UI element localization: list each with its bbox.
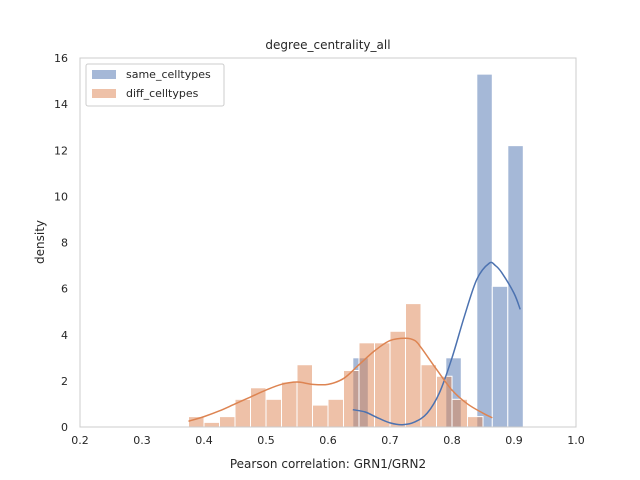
bar-diff-celltypes [296,364,313,428]
legend: same_celltypes diff_celltypes [85,63,225,107]
x-tick-label: 0.7 [381,434,399,447]
bars-layer [188,73,524,428]
bar-diff-celltypes [327,398,344,428]
y-tick-label: 0 [61,421,68,434]
bar-diff-celltypes [312,404,329,428]
bar-diff-celltypes [451,398,468,428]
legend-label-same-celltypes: same_celltypes [126,68,211,81]
y-axis-label: density [33,220,47,264]
kde-line-diff-celltypes [188,337,493,422]
bar-diff-celltypes [219,416,236,428]
x-tick-label: 0.8 [443,434,461,447]
bar-diff-celltypes [374,342,391,428]
y-tick-label: 2 [61,375,68,388]
x-tick-label: 0.5 [257,434,275,447]
x-tick-label: 0.4 [195,434,213,447]
plot-frame [79,57,577,428]
bar-diff-celltypes [467,416,484,428]
bar-diff-celltypes [343,370,360,428]
x-tick-label: 1.0 [567,434,585,447]
bar-diff-celltypes [281,381,298,428]
legend-box [85,63,225,107]
y-tick-label: 14 [54,98,68,111]
bar-same-celltypes [491,285,509,428]
bar-diff-celltypes [265,398,282,428]
bar-diff-celltypes [436,375,453,428]
bar-diff-celltypes [188,416,205,428]
y-tick-label: 4 [61,329,68,342]
bar-diff-celltypes [389,330,406,428]
x-ticks: 0.2 0.3 0.4 0.5 0.6 0.7 0.8 0.9 1.0 [71,434,585,447]
x-tick-label: 0.3 [133,434,151,447]
y-tick-label: 8 [61,237,68,250]
y-tick-label: 6 [61,283,68,296]
y-tick-label: 12 [54,144,68,157]
legend-swatch-diff-celltypes [92,89,116,98]
kde-layer [188,261,521,426]
x-tick-label: 0.2 [71,434,89,447]
bar-diff-celltypes [405,303,422,428]
bar-same-celltypes [476,73,493,428]
kde-line-same-celltypes [352,261,521,426]
chart-title: degree_centrality_all [265,38,390,52]
y-tick-label: 16 [54,52,68,65]
y-tick-label: 10 [54,190,68,203]
x-axis-label: Pearson correlation: GRN1/GRN2 [230,457,426,471]
bar-diff-celltypes [203,421,220,428]
legend-swatch-same-celltypes [92,70,116,79]
x-tick-label: 0.6 [319,434,337,447]
y-ticks: 0 2 4 6 8 10 12 14 16 [54,52,68,434]
legend-label-diff-celltypes: diff_celltypes [126,87,199,100]
x-tick-label: 0.9 [505,434,523,447]
